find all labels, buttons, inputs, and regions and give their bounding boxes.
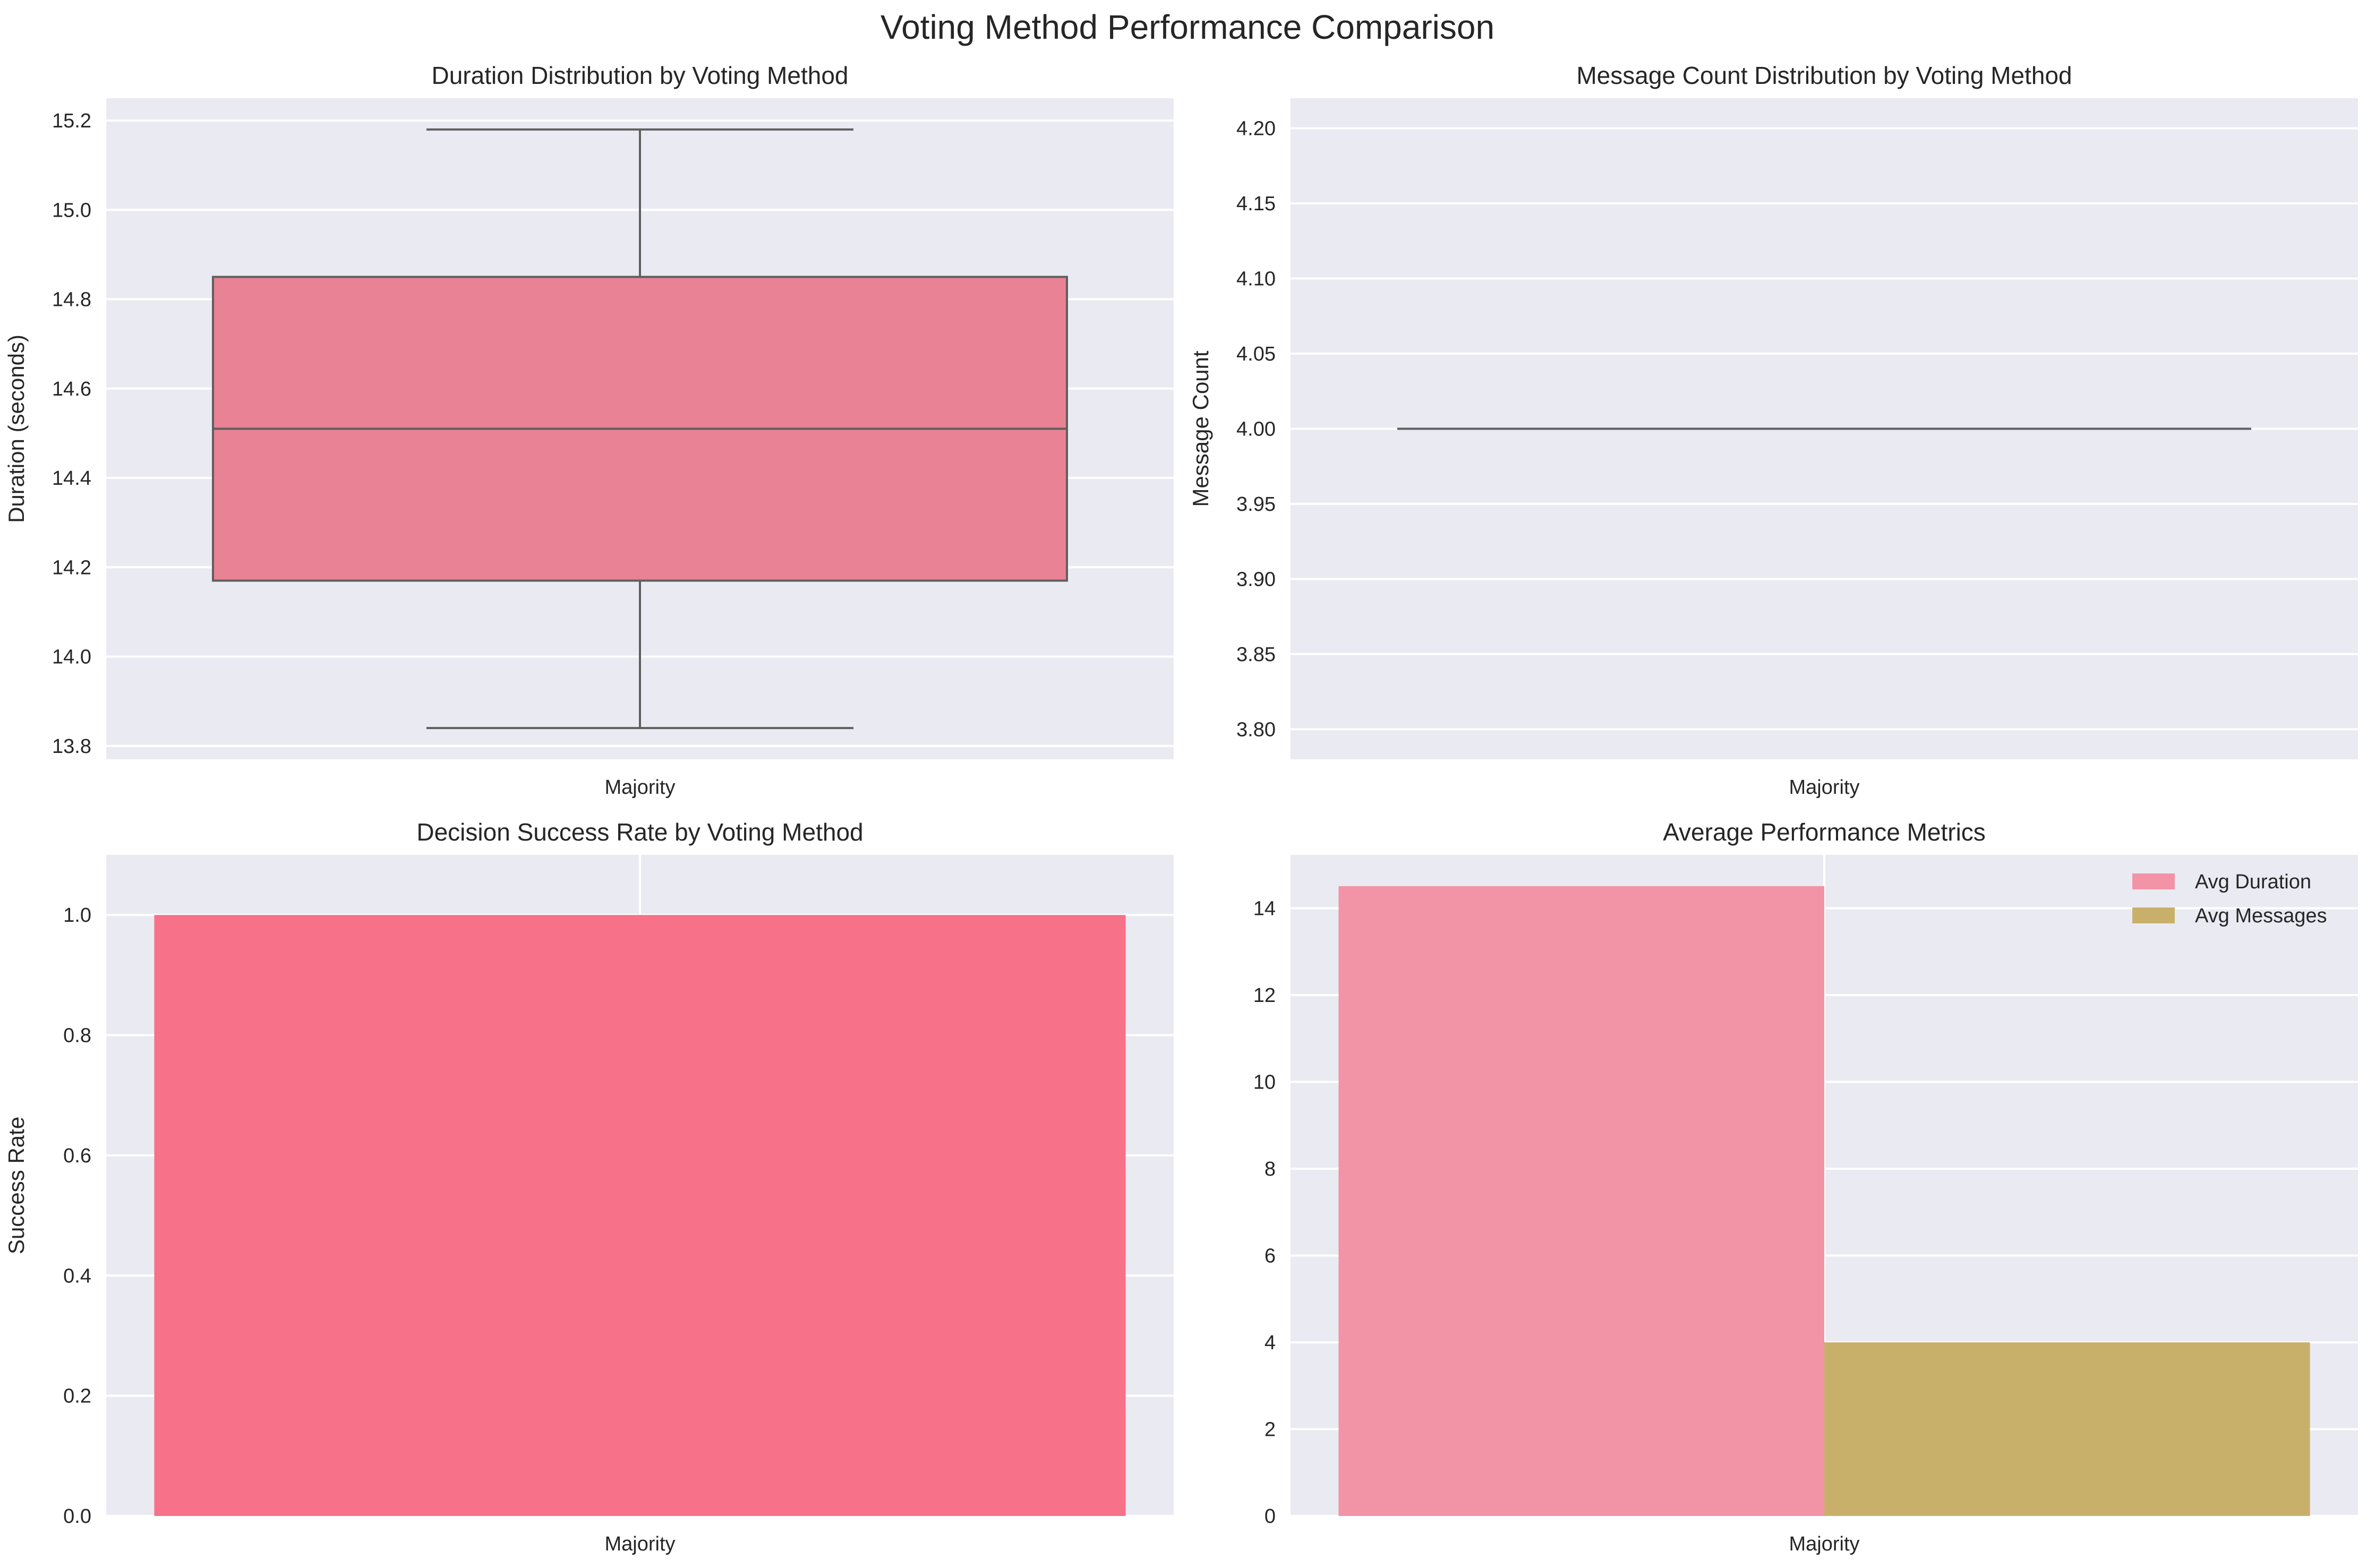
subplot-title: Duration Distribution by Voting Method	[432, 62, 849, 89]
xtick-label: Majority	[604, 776, 675, 799]
ytick-label: 0.8	[63, 1025, 91, 1047]
ytick-label: 3.85	[1236, 644, 1276, 666]
ytick-label: 0.6	[63, 1145, 91, 1167]
ytick-label: 14.4	[52, 467, 91, 490]
ytick-label: 3.95	[1236, 493, 1276, 516]
ytick-label: 14	[1253, 898, 1276, 920]
ytick-label: 4.05	[1236, 343, 1276, 365]
ytick-label: 4.20	[1236, 118, 1276, 140]
bar-avg-messages	[1824, 1342, 2310, 1516]
ytick-label: 1.0	[63, 904, 91, 927]
ytick-label: 3.90	[1236, 568, 1276, 590]
ytick-label: 4.10	[1236, 268, 1276, 290]
ytick-label: 0.0	[63, 1505, 91, 1528]
ytick-label: 14.0	[52, 646, 91, 669]
ytick-label: 4	[1265, 1332, 1276, 1354]
ytick-label: 4.15	[1236, 193, 1276, 215]
xtick-label: Majority	[604, 1533, 675, 1555]
legend-label: Avg Duration	[2195, 871, 2311, 893]
ytick-label: 14.8	[52, 289, 91, 311]
ytick-label: 15.0	[52, 199, 91, 221]
ytick-label: 6	[1265, 1245, 1276, 1267]
y-axis-label: Success Rate	[4, 1117, 29, 1254]
ytick-label: 2	[1265, 1419, 1276, 1441]
ytick-label: 0.4	[63, 1265, 91, 1287]
ytick-label: 13.8	[52, 735, 91, 758]
ytick-label: 0.2	[63, 1385, 91, 1408]
y-axis-label: Duration (seconds)	[4, 335, 29, 523]
ytick-label: 15.2	[52, 110, 91, 132]
y-axis-label: Message Count	[1188, 350, 1213, 507]
ytick-label: 0	[1265, 1505, 1276, 1528]
subplot-1: 13.8 14.0 14.2 14.4 14.6 14.8 15.0 15.2 Majority…	[4, 62, 1174, 799]
subplot-title: Average Performance Metrics	[1663, 818, 1986, 846]
xtick-label: Majority	[1789, 776, 1859, 799]
figure-title: Voting Method Performance Comparison	[880, 8, 1495, 46]
legend: Avg Duration Avg Messages	[2132, 871, 2327, 927]
subplot-title: Message Count Distribution by Voting Met…	[1576, 62, 2072, 89]
ytick-label: 12	[1253, 984, 1276, 1007]
ytick-label: 8	[1265, 1158, 1276, 1180]
ytick-label: 10	[1253, 1072, 1276, 1094]
bar-avg-duration	[1338, 886, 1824, 1516]
legend-swatch	[2132, 907, 2175, 923]
ytick-label: 14.2	[52, 556, 91, 579]
ytick-label: 3.80	[1236, 718, 1276, 741]
subplot-4: 0 2 4 6 8 10 12 14 Majority Average Performance M…	[1253, 818, 2358, 1555]
subplot-3: 0.0 0.2 0.4 0.6 0.8 1.0 Majority Decision Succe…	[4, 818, 1174, 1555]
legend-label: Avg Messages	[2195, 905, 2327, 927]
ytick-label: 14.6	[52, 378, 91, 400]
xtick-label: Majority	[1789, 1533, 1859, 1555]
bar-Majority	[154, 915, 1126, 1516]
subplot-title: Decision Success Rate by Voting Method	[416, 818, 863, 846]
legend-swatch	[2132, 873, 2175, 889]
ytick-label: 4.00	[1236, 418, 1276, 441]
subplot-2: 3.80 3.85 3.90 3.95 4.00 4.05 4.10 4.15 4.20 Majo…	[1188, 62, 2358, 799]
